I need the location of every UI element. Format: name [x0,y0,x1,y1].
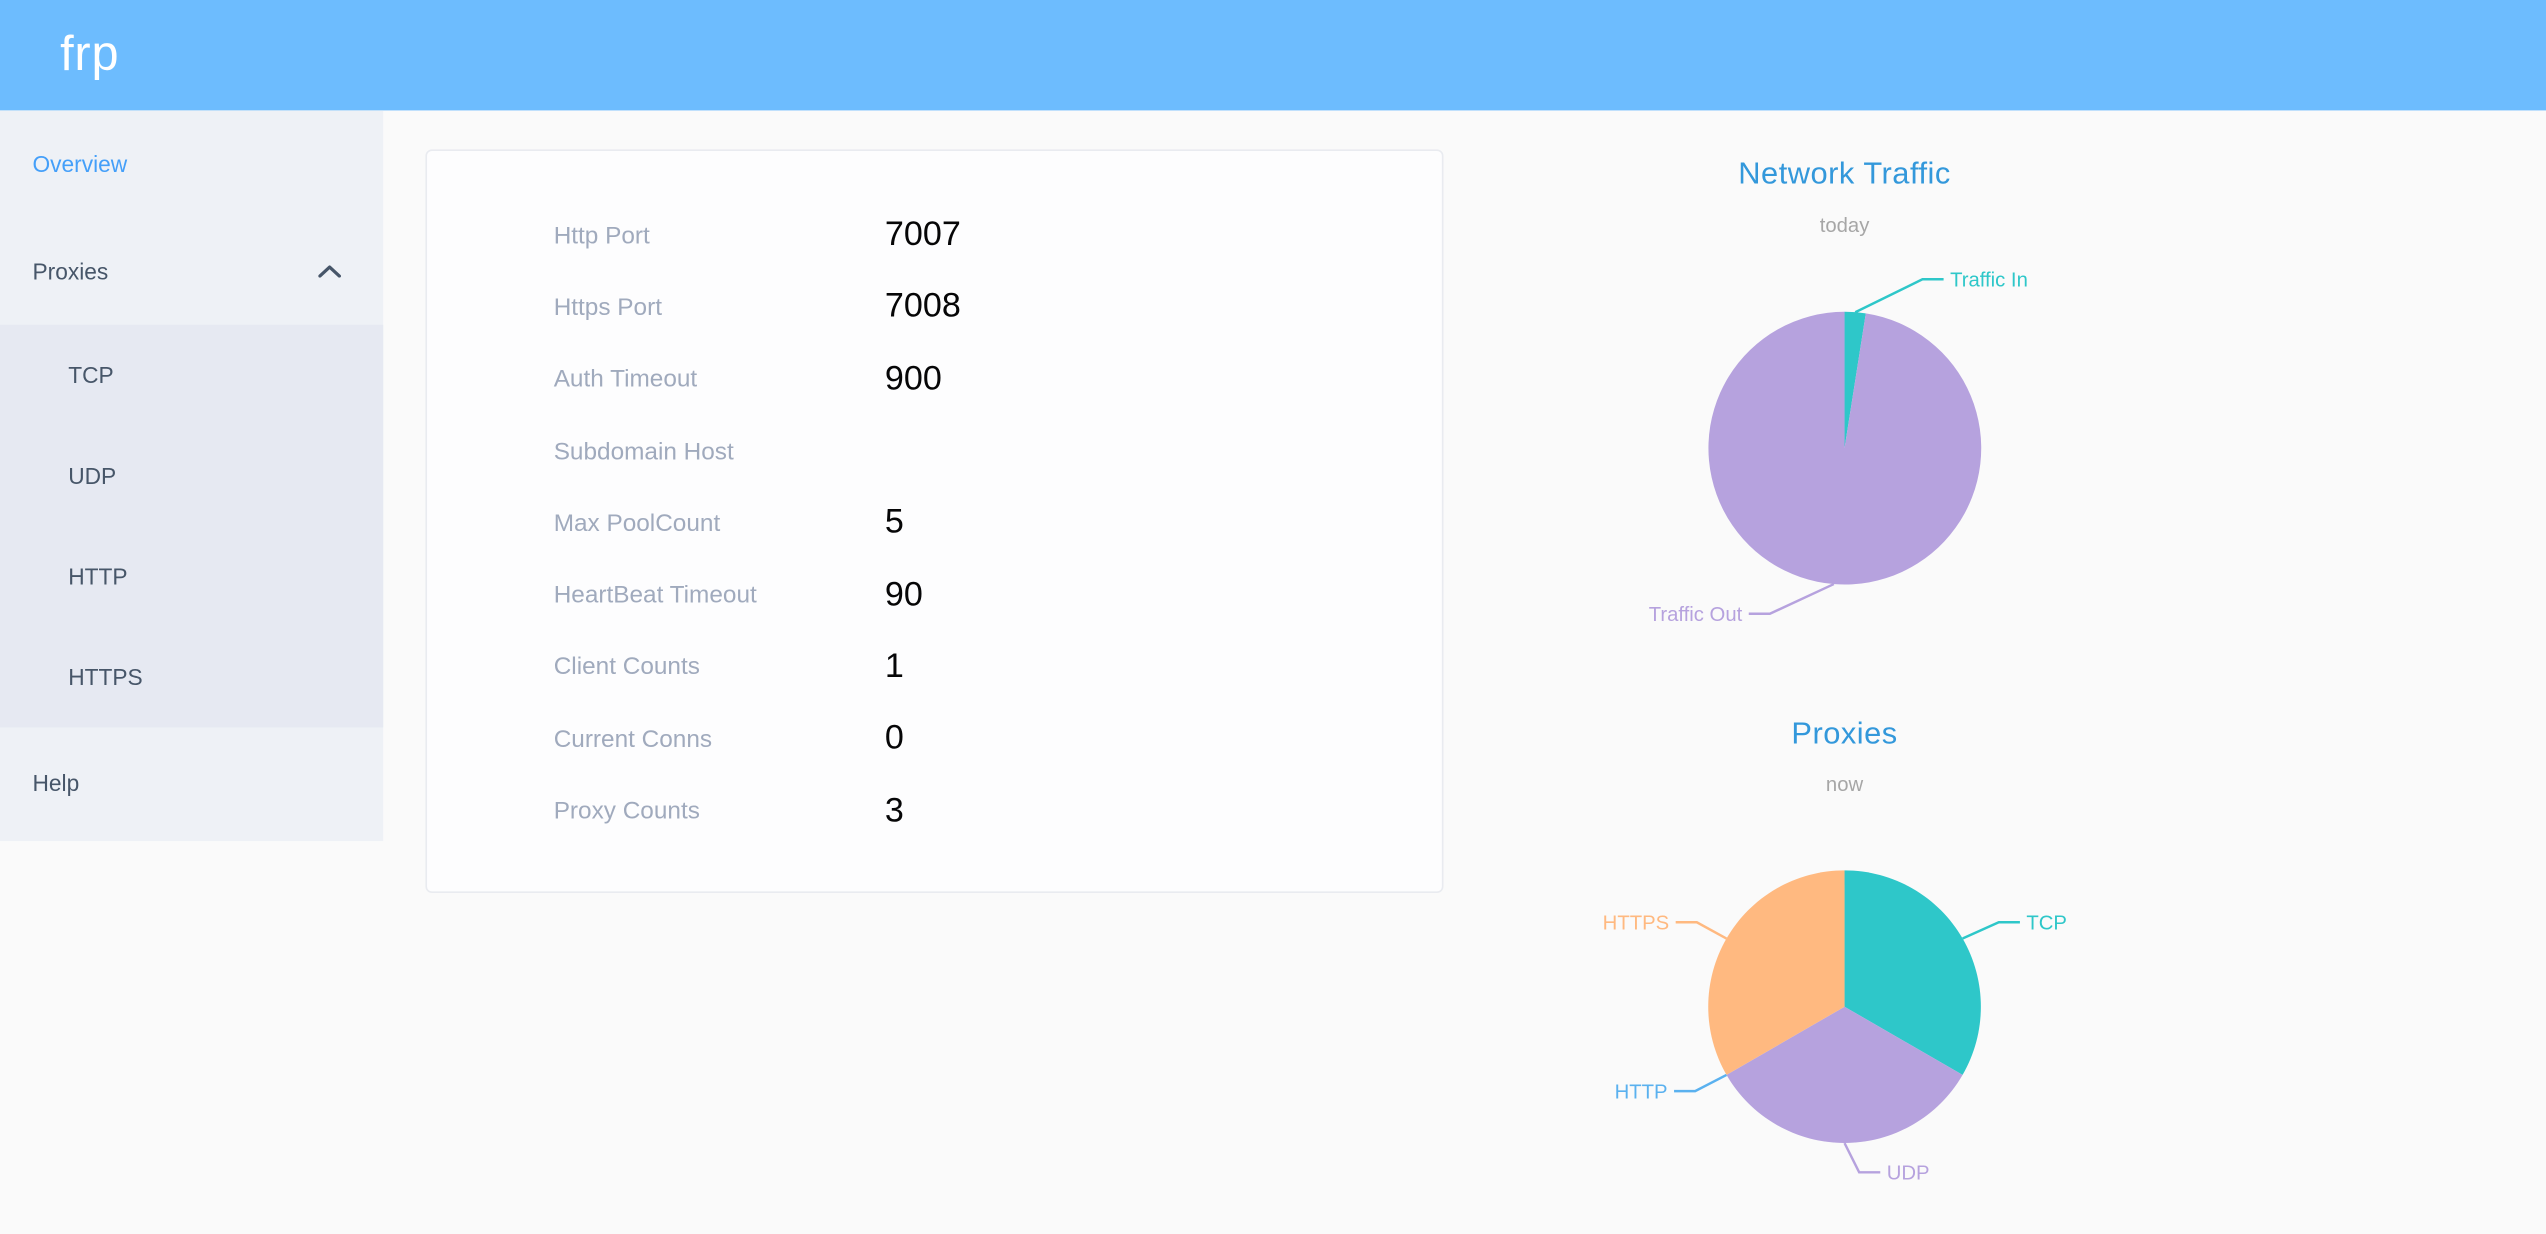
pie-label-udp: UDP [1887,1163,1930,1185]
info-label: Client Counts [553,653,700,682]
sidebar-item-label: Proxies [32,258,109,285]
info-label: Max PoolCount [553,509,721,538]
info-row: Client Counts 1 [427,631,1442,703]
info-label: Https Port [553,293,662,322]
sidebar-item-proxies[interactable]: Proxies [0,218,383,325]
pie-slice-traffic-out [1708,311,1982,585]
info-value: 0 [884,719,904,758]
sidebar-item-https[interactable]: HTTPS [68,664,143,691]
info-row: Auth Timeout 900 [427,344,1442,416]
info-value: 1 [884,647,904,686]
pie-label-line-traffic-in [1854,278,1944,314]
pie-label-line-https [1675,921,1728,940]
sidebar-item-udp[interactable]: UDP [68,462,117,489]
app-logo: frp [60,27,120,82]
info-row: Current Conns 0 [427,703,1442,775]
proxies-submenu: TCP UDP HTTP HTTPS [0,324,384,728]
network-traffic-chart-title: Network Traffic [1738,157,1951,192]
info-row: Http Port 7007 [427,200,1442,272]
pie-slice-traffic-in [1844,311,1866,449]
server-info-rows: Http Port 7007 Https Port 7008 Auth Time… [427,151,1442,847]
pie-slice-tcp [1844,870,1981,1075]
proxies-pie-chart: TCP UDP HTTP HTTPS [1603,870,2067,1185]
info-label: Subdomain Host [553,437,734,466]
info-row: Subdomain Host [427,415,1442,487]
pie-label-traffic-out: Traffic Out [1649,604,1743,626]
info-value: 3 [884,791,904,829]
info-label: Auth Timeout [553,365,698,394]
proxies-chart-subtitle: now [1825,772,1864,796]
pie-slice-https [1708,870,1845,1075]
sidebar-item-label: Overview [32,151,128,177]
pie-label-line-tcp [1962,921,2020,940]
pie-label-https: HTTPS [1603,913,1669,935]
sidebar-item-tcp[interactable]: TCP [68,362,114,389]
info-value: 900 [884,360,942,398]
pie-label-http: HTTP [1615,1081,1668,1103]
app-header: frp [0,0,2546,111]
info-row: HeartBeat Timeout 90 [427,559,1442,631]
pie-label-traffic-in: Traffic In [1950,270,2028,292]
pie-slice-udp [1726,1006,1963,1143]
info-label: Http Port [553,221,650,250]
network-traffic-pie-chart: Traffic In Traffic Out [1649,270,2028,626]
server-info-card: Http Port 7007 Https Port 7008 Auth Time… [425,149,1444,894]
pie-label-line-traffic-out [1748,582,1835,615]
info-row: Https Port 7008 [427,272,1442,344]
pie-label-line-udp [1843,1142,1881,1174]
sidebar: Overview Proxies TCP UDP HTTP HTTPS Help [0,110,384,842]
info-value: 90 [884,575,923,614]
sidebar-item-help[interactable]: Help [0,727,383,837]
info-label: HeartBeat Timeout [553,581,757,610]
sidebar-item-http[interactable]: HTTP [68,563,128,590]
info-row: Proxy Counts 3 [427,775,1442,847]
chevron-up-icon [318,265,341,278]
info-value: 7007 [884,216,961,254]
sidebar-item-label: Help [32,769,80,796]
network-traffic-chart-subtitle: today [1819,214,1870,238]
pie-label-line-http [1674,1073,1728,1093]
info-label: Proxy Counts [553,797,700,825]
info-row: Max PoolCount 5 [427,487,1442,559]
proxies-chart-title: Proxies [1791,717,1898,752]
info-label: Current Conns [553,725,713,753]
info-value: 5 [884,503,904,542]
info-value: 7008 [884,288,961,326]
pie-label-tcp: TCP [2026,913,2067,935]
sidebar-item-overview[interactable]: Overview [0,110,383,217]
